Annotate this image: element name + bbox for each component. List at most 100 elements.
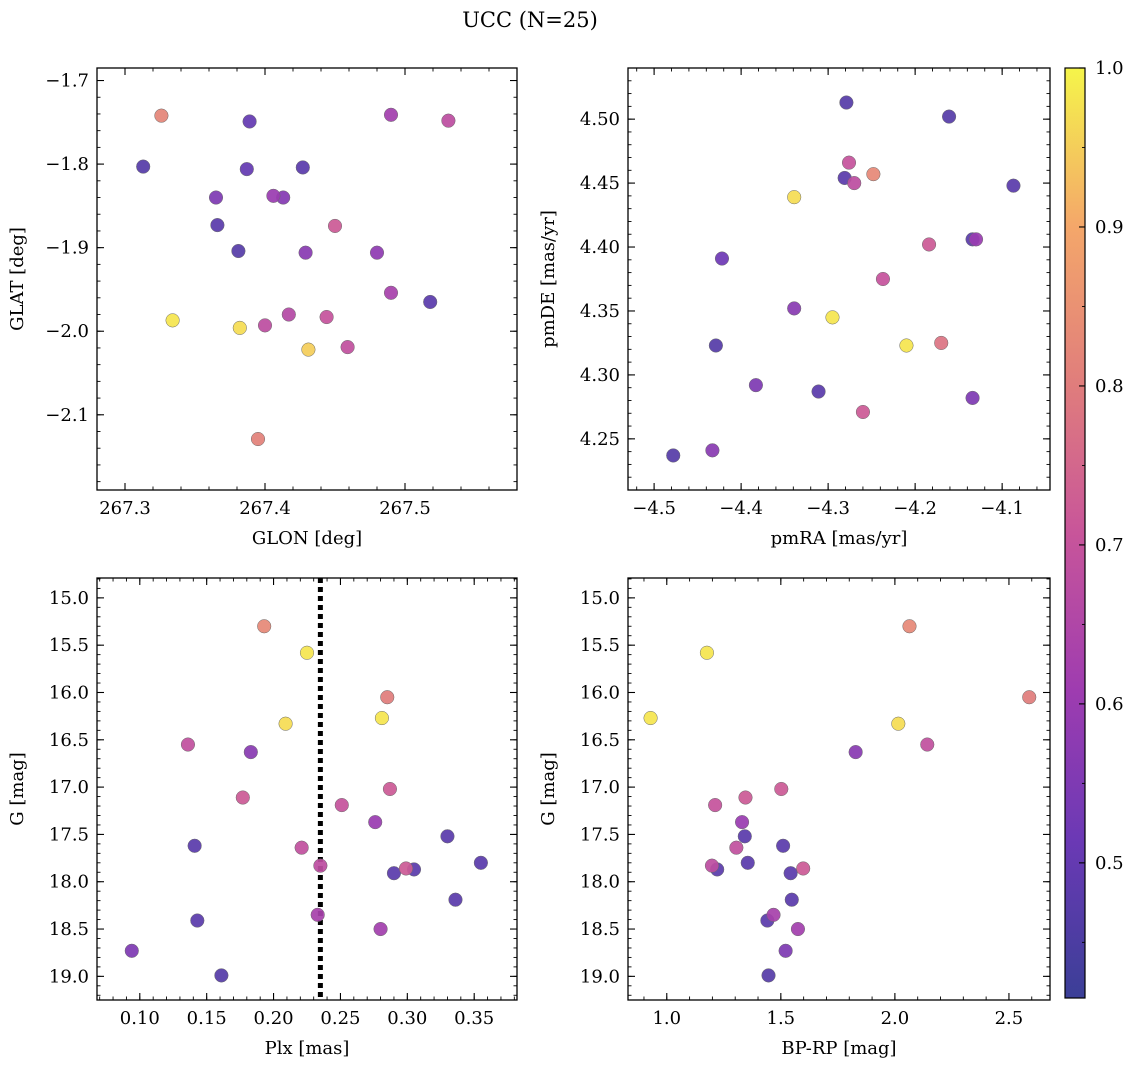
data-point <box>187 838 202 853</box>
y-tick-label: −1.8 <box>45 154 89 175</box>
y-tick-label: −1.7 <box>45 71 89 92</box>
data-point <box>825 310 840 325</box>
panel-2: −4.5 −4.4 −4.3 −4.2 −4.1 4.25 4.30 4.35 4.40 4.45… <box>538 67 1051 549</box>
data-point <box>380 690 395 705</box>
x-axis-label: BP-RP [mag] <box>781 1038 896 1059</box>
data-point <box>643 710 658 726</box>
data-point <box>319 309 334 325</box>
y-axis-label: GLAT [deg] <box>7 227 28 331</box>
axes-frame <box>627 67 1051 491</box>
data-point <box>784 892 799 907</box>
y-tick-label: 4.25 <box>580 429 620 450</box>
data-point <box>313 858 328 873</box>
y-tick-label: 15.5 <box>580 635 620 656</box>
x-tick-label: 0.20 <box>254 1008 294 1029</box>
data-point <box>383 107 399 122</box>
panel-4: 1.0 1.5 2.0 2.5 15.0 15.5 16.0 16.5 17.0 17.5 18.0… <box>538 577 1051 1059</box>
y-tick-label: 4.30 <box>580 365 620 386</box>
data-point <box>968 232 984 247</box>
data-point <box>920 737 935 752</box>
data-point <box>310 907 325 922</box>
panel-3: 0.10 0.15 0.20 0.25 0.30 0.35 15.0 15.5 16.0 16.5… <box>7 577 518 1059</box>
colorbar-tick-label: 0.5 <box>1095 853 1124 874</box>
data-point <box>278 716 293 731</box>
y-tick-label: 16.5 <box>580 730 620 751</box>
data-point <box>790 921 805 937</box>
data-point <box>708 798 723 813</box>
data-point <box>235 790 250 805</box>
x-tick-label: 267.5 <box>379 498 431 519</box>
data-point <box>180 737 196 752</box>
data-point <box>243 745 258 760</box>
data-point <box>448 892 463 907</box>
data-point <box>301 342 316 357</box>
data-point <box>124 943 139 958</box>
data-point <box>136 159 151 174</box>
y-tick-label: 16.5 <box>49 730 89 751</box>
y-tick-label: 15.0 <box>49 588 89 609</box>
data-point <box>368 815 383 830</box>
data-point <box>154 108 169 123</box>
axes-frame <box>627 577 1051 1001</box>
x-tick-label: −4.1 <box>980 498 1024 519</box>
x-tick-label: 0.25 <box>320 1008 360 1029</box>
data-point <box>891 716 906 731</box>
data-point <box>705 443 720 458</box>
figure-title: UCC (N=25) <box>462 8 598 32</box>
x-axis-label: GLON [deg] <box>252 528 362 549</box>
x-tick-label: −4.5 <box>632 498 676 519</box>
data-point <box>787 301 802 316</box>
data-point <box>699 645 714 660</box>
y-tick-label: 16.0 <box>580 682 620 703</box>
data-point <box>965 390 980 405</box>
y-tick-label: 17.0 <box>580 777 620 798</box>
data-point <box>473 855 488 870</box>
data-point <box>1006 178 1021 193</box>
data-point <box>811 384 826 399</box>
data-point <box>708 338 723 353</box>
data-point <box>281 307 296 322</box>
data-point <box>334 798 349 813</box>
data-point <box>774 781 789 797</box>
data-point <box>902 619 917 634</box>
y-axis-label: G [mag] <box>538 752 559 825</box>
x-tick-label: 267.3 <box>99 498 151 519</box>
data-point <box>737 829 752 844</box>
data-point <box>250 431 266 447</box>
y-tick-label: −2.0 <box>45 321 89 342</box>
x-tick-label: 2.0 <box>881 1008 910 1029</box>
x-tick-label: −4.4 <box>719 498 763 519</box>
data-point <box>875 271 890 287</box>
x-tick-label: −4.3 <box>806 498 850 519</box>
data-point <box>383 285 399 300</box>
data-point <box>298 245 313 260</box>
y-tick-label: 18.0 <box>580 872 620 893</box>
y-tick-label: 19.0 <box>49 966 89 987</box>
x-tick-label: −4.2 <box>893 498 937 519</box>
y-tick-label: 18.0 <box>49 872 89 893</box>
y-tick-label: 4.40 <box>580 237 620 258</box>
data-point <box>295 160 310 175</box>
x-axis-label: pmRA [mas/yr] <box>771 528 908 549</box>
y-tick-label: 15.5 <box>49 635 89 656</box>
colorbar-tick-label: 0.8 <box>1095 376 1124 397</box>
data-point <box>386 866 401 881</box>
colorbar-tick-label: 1.0 <box>1095 58 1124 79</box>
panel-1: 267.3 267.4 267.5 −1.7 −1.8 −1.9 −2.0 −2.1 GLON … <box>7 67 518 549</box>
y-tick-label: 18.5 <box>580 919 620 940</box>
data-point <box>266 188 281 203</box>
data-point <box>778 943 793 958</box>
y-tick-label: 17.0 <box>49 777 89 798</box>
colorbar-tick-label: 0.7 <box>1095 535 1124 556</box>
data-point <box>866 167 881 182</box>
data-point <box>398 861 414 876</box>
x-tick-label: 0.15 <box>187 1008 227 1029</box>
x-tick-label: 2.5 <box>995 1008 1024 1029</box>
data-point <box>214 968 229 983</box>
data-point <box>231 243 246 259</box>
colorbar: 0.5 0.6 0.7 0.8 0.9 1.0 <box>1064 58 1124 999</box>
data-point <box>208 190 224 205</box>
y-tick-label: 19.0 <box>580 966 620 987</box>
data-point <box>841 155 857 170</box>
data-point <box>382 781 397 797</box>
